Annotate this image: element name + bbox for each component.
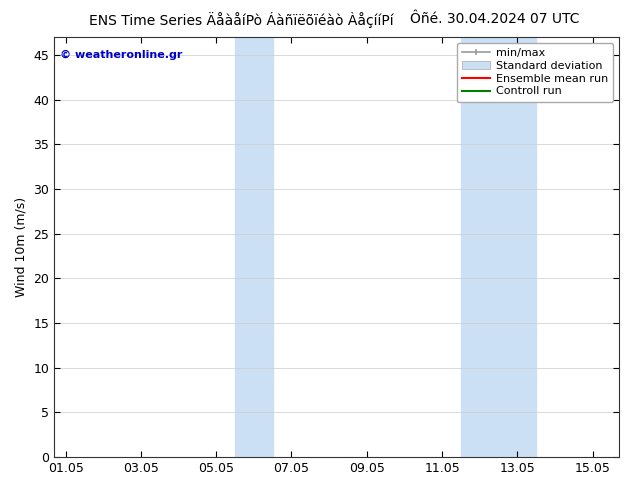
Legend: min/max, Standard deviation, Ensemble mean run, Controll run: min/max, Standard deviation, Ensemble me… <box>456 43 614 102</box>
Text: © weatheronline.gr: © weatheronline.gr <box>60 49 183 60</box>
Y-axis label: Wind 10m (m/s): Wind 10m (m/s) <box>15 197 28 297</box>
Bar <box>461 37 536 457</box>
Text: ENS Time Series ÄåàåíPò Áàñïëõïéàò ÀåçííPí: ENS Time Series ÄåàåíPò Áàñïëõïéàò Àåçíí… <box>89 12 393 28</box>
Text: Ôñé. 30.04.2024 07 UTC: Ôñé. 30.04.2024 07 UTC <box>410 12 579 26</box>
Bar <box>235 37 273 457</box>
